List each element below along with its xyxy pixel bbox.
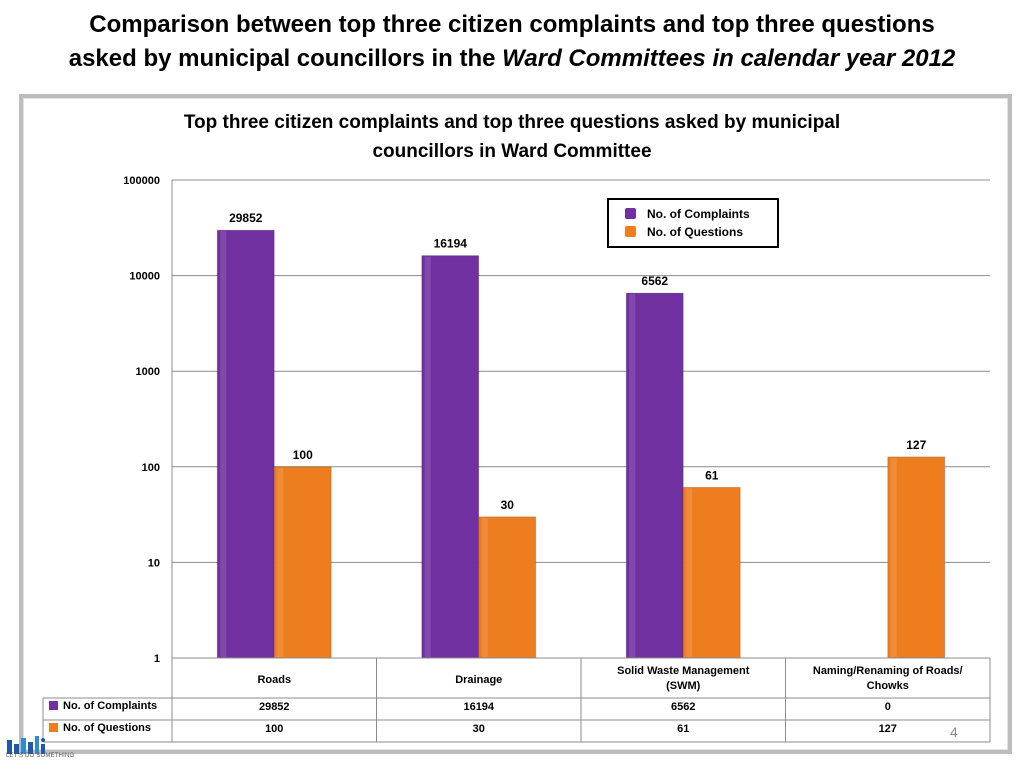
bar-questions — [273, 466, 332, 659]
logo-tagline: LET'S DO SOMETHING — [6, 753, 75, 759]
legend-swatch-questions — [625, 226, 636, 237]
category-label: Drainage — [455, 674, 502, 686]
legend-label: No. of Questions — [647, 225, 743, 239]
bar-sheen — [220, 231, 227, 657]
y-tick-label: 1000 — [136, 366, 160, 378]
category-label: Solid Waste Management — [617, 665, 750, 677]
slide-title-line2-italic: Ward Committees in calendar year 2012 — [502, 45, 956, 72]
slide-title-line2-plain: asked by municipal councillors in the — [68, 45, 503, 72]
table-cell: 0 — [885, 701, 891, 713]
table-swatch-complaints — [49, 701, 58, 710]
data-label: 30 — [501, 498, 515, 512]
category-label: Naming/Renaming of Roads/ — [813, 665, 963, 677]
table-cell: 29852 — [259, 701, 290, 713]
y-tick-label: 100 — [142, 462, 160, 474]
data-label: 61 — [705, 468, 719, 482]
bar-sheen — [424, 256, 431, 657]
bar-sheen — [629, 294, 636, 657]
y-tick-label: 1 — [154, 653, 160, 665]
table-row-label: No. of Complaints — [63, 700, 157, 712]
table-swatch-questions — [49, 723, 58, 732]
legend-label: No. of Complaints — [647, 207, 750, 221]
slide-title-line1: Comparison between top three citizen com… — [89, 11, 935, 38]
data-label: 100 — [293, 448, 313, 462]
y-tick-label: 10000 — [129, 271, 160, 283]
chart-title-line-1: Top three citizen complaints and top thr… — [184, 112, 840, 133]
legend-swatch-complaints — [625, 208, 636, 219]
data-label: 127 — [906, 438, 926, 452]
table-cell: 6562 — [671, 701, 695, 713]
category-label: (SWM) — [666, 680, 701, 692]
data-label: 29852 — [229, 211, 263, 225]
table-row-label: No. of Questions — [63, 722, 151, 734]
legend-box — [607, 198, 779, 248]
table-cell: 16194 — [463, 701, 494, 713]
table-cell: 30 — [473, 723, 485, 735]
table-cell: 100 — [265, 723, 283, 735]
page-number: 4 — [950, 724, 958, 740]
bar-sheen — [890, 457, 897, 657]
bar-complaints — [625, 292, 684, 659]
bar-sheen — [481, 517, 488, 657]
bar-questions — [682, 486, 741, 659]
category-label: Chowks — [867, 680, 909, 692]
y-tick-label: 10 — [148, 557, 160, 569]
category-label: Roads — [257, 674, 291, 686]
table-cell: 127 — [879, 723, 897, 735]
data-label: 6562 — [641, 274, 668, 288]
slide-title: Comparison between top three citizen com… — [0, 8, 1024, 76]
data-label: 16194 — [434, 237, 468, 251]
bar-questions — [478, 516, 537, 659]
bar-sheen — [277, 467, 284, 657]
logo-icon — [7, 736, 45, 754]
table-cell: 61 — [677, 723, 689, 735]
chart-title-line-2: councillors in Ward Committee — [372, 141, 651, 162]
bar-sheen — [686, 488, 693, 657]
y-tick-label: 100000 — [123, 175, 160, 187]
slide-title-line2: asked by municipal councillors in the Wa… — [0, 42, 1024, 76]
